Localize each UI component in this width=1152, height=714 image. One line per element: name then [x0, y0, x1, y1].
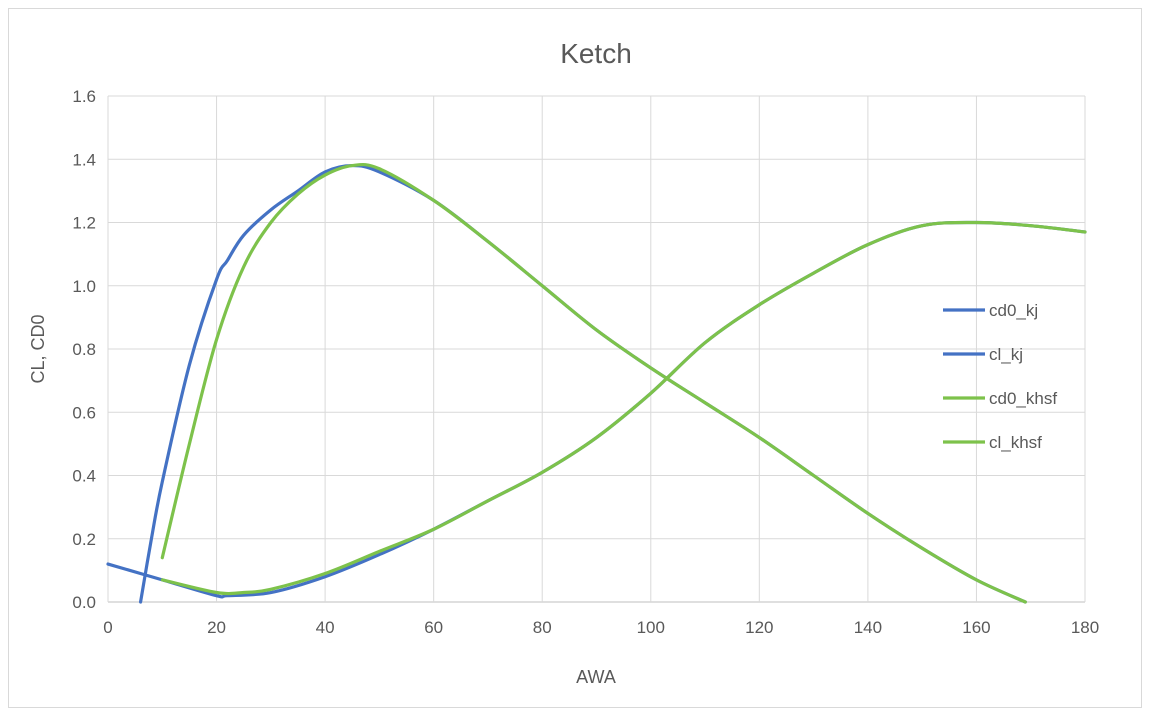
x-tick-label: 160 [962, 618, 990, 637]
x-tick-label: 180 [1071, 618, 1099, 637]
legend: cd0_kj cl_kj cd0_khsf cl_khsf [943, 301, 1057, 452]
series-line-cl-kj [138, 163, 1027, 604]
legend-label: cd0_kj [989, 301, 1038, 320]
gridlines [107, 95, 1086, 603]
x-axis-label: AWA [576, 667, 616, 687]
series-line-cl-khsf [160, 162, 1027, 604]
legend-label: cl_khsf [989, 433, 1042, 452]
series-line-cd0-khsf [160, 220, 1087, 596]
x-tick-label: 100 [637, 618, 665, 637]
tick-labels: 0.0 0.2 0.4 0.6 0.8 1.0 1.2 1.4 1.6 0 20 40 60 80 100 1… [72, 87, 1099, 637]
y-tick-label: 0.4 [72, 467, 96, 486]
series-line-cd0-kj [106, 220, 1087, 599]
y-axis-label: CL, CD0 [28, 314, 48, 383]
x-tick-label: 40 [316, 618, 335, 637]
y-tick-label: 1.2 [72, 214, 96, 233]
y-tick-label: 0.6 [72, 403, 96, 422]
y-tick-label: 1.0 [72, 277, 96, 296]
x-tick-label: 0 [103, 618, 112, 637]
x-tick-label: 80 [533, 618, 552, 637]
x-tick-label: 60 [424, 618, 443, 637]
x-tick-label: 140 [854, 618, 882, 637]
legend-label: cl_kj [989, 345, 1023, 364]
y-tick-label: 1.6 [72, 87, 96, 106]
x-tick-label: 20 [207, 618, 226, 637]
y-tick-label: 1.4 [72, 150, 96, 169]
series-lines [106, 162, 1087, 604]
x-tick-label: 120 [745, 618, 773, 637]
y-tick-label: 0.8 [72, 340, 96, 359]
legend-label: cd0_khsf [989, 389, 1057, 408]
y-tick-label: 0.2 [72, 530, 96, 549]
y-tick-label: 0.0 [72, 593, 96, 612]
chart-title: Ketch [560, 38, 632, 69]
